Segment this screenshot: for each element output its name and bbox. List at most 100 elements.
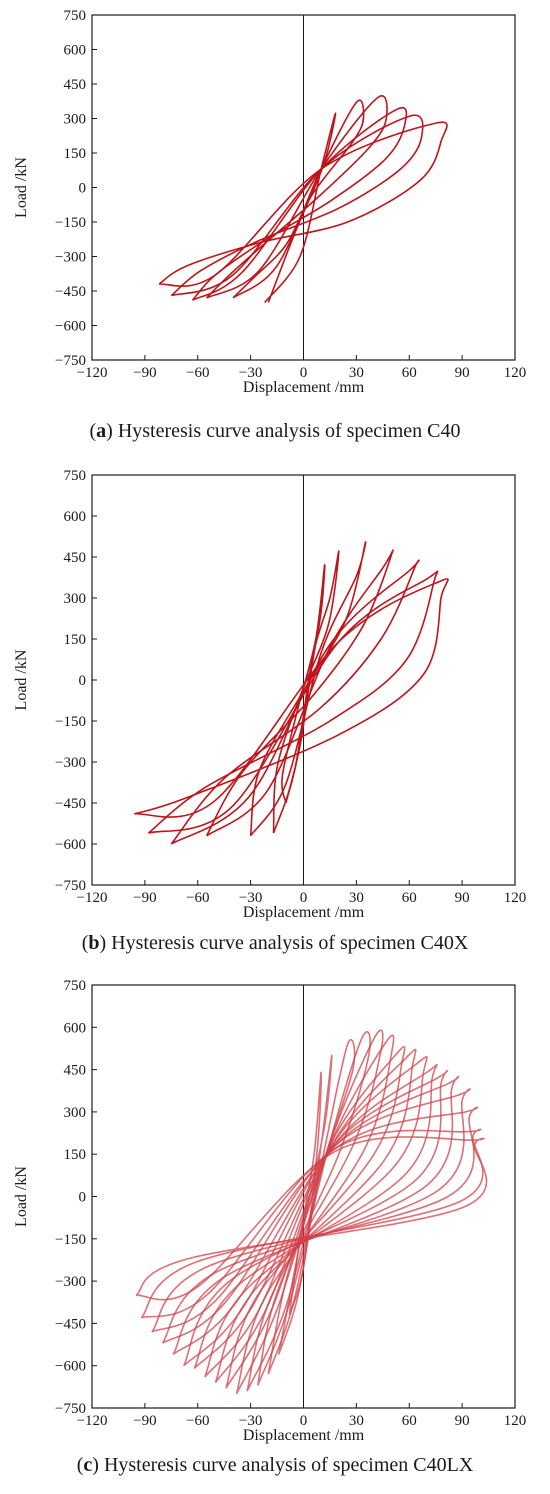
y-tick-label: 0 [79, 181, 87, 197]
caption-text: Hysteresis curve analysis of specimen C4… [112, 420, 461, 442]
caption-a: (a) Hysteresis curve analysis of specime… [89, 420, 461, 442]
caption-c: (c) Hysteresis curve analysis of specime… [76, 1454, 474, 1476]
x-tick-label: −120 [77, 1413, 108, 1429]
caption-text: Hysteresis curve analysis of specimen C4… [98, 1454, 474, 1476]
hysteresis-loop-7 [225, 1045, 406, 1389]
hysteresis-loop-6 [235, 1034, 395, 1395]
x-tick-label: 90 [455, 365, 470, 381]
hysteresis-chart-c40x: −120 −90 −60 −30 0 30 60 90 1207506004503001500−… [13, 468, 527, 921]
x-tick-label: −90 [133, 1413, 156, 1429]
y-tick-label: −300 [55, 250, 86, 266]
y-tick-label: 750 [64, 468, 87, 484]
x-axis-title: Displacement /mm [243, 379, 365, 396]
hysteresis-chart-c40lx: −120 −90 −60 −30 0 30 60 90 1207506004503001500−… [13, 978, 527, 1444]
x-tick-label: −90 [133, 890, 156, 906]
hysteresis-loop-12 [172, 1075, 460, 1356]
y-axis-title: Load /kN [13, 157, 30, 218]
y-tick-label: −750 [55, 1401, 86, 1417]
y-tick-label: 300 [64, 1105, 87, 1121]
x-tick-label: 60 [402, 365, 417, 381]
y-tick-label: −450 [55, 1316, 86, 1332]
hysteresis-loop-2 [232, 99, 365, 299]
y-tick-label: 600 [64, 1020, 87, 1036]
y-tick-label: 450 [64, 77, 87, 93]
y-tick-label: 0 [79, 673, 87, 689]
x-tick-label: 30 [349, 365, 364, 381]
y-tick-label: 150 [64, 632, 87, 648]
y-tick-label: −450 [55, 284, 86, 300]
x-tick-label: 0 [300, 1413, 308, 1429]
caption-letter: c [83, 1454, 93, 1476]
y-tick-label: 750 [64, 978, 87, 994]
hysteresis-loop-4 [191, 106, 408, 301]
chart-panel-a: −120 −90 −60 −30 0 30 60 90 120 750 600 450 300 150 0−… [0, 0, 550, 460]
y-tick-label: 600 [64, 509, 87, 525]
hysteresis-loop-5 [170, 559, 420, 845]
y-axis-title: Load /kN [13, 1166, 30, 1227]
x-axis-title: Displacement /mm [243, 904, 365, 921]
x-tick-label: 30 [349, 1413, 364, 1429]
caption-letter: b [88, 932, 100, 954]
x-tick-label: −30 [239, 1413, 262, 1429]
y-tick-label: −600 [55, 319, 86, 335]
caption-b: (b) Hysteresis curve analysis of specime… [81, 932, 469, 954]
x-tick-label: −30 [239, 890, 262, 906]
hysteresis-loop-5 [170, 114, 424, 297]
x-tick-label: −60 [186, 890, 209, 906]
y-tick-label: −750 [55, 353, 86, 369]
x-tick-label: 30 [349, 890, 364, 906]
hysteresis-loop-10 [193, 1063, 438, 1370]
hysteresis-loop-1 [264, 112, 337, 303]
x-tick-label: 90 [455, 890, 470, 906]
hysteresis-chart-c40: −120 −90 −60 −30 0 30 60 90 1207506004503001500−… [13, 8, 527, 396]
x-tick-label: 90 [455, 1413, 470, 1429]
hysteresis-loop-6 [147, 570, 439, 834]
hysteresis-loop-4 [205, 549, 394, 837]
hysteresis-loop-7 [134, 578, 449, 818]
y-tick-label: 750 [64, 8, 87, 24]
x-tick-label: 120 [504, 365, 527, 381]
y-tick-label: 450 [64, 550, 87, 566]
x-tick-label: 0 [300, 890, 308, 906]
x-tick-label: 120 [504, 1413, 527, 1429]
y-tick-label: 0 [79, 1190, 87, 1206]
y-axis-title: Load /kN [13, 649, 30, 710]
y-tick-label: −600 [55, 837, 86, 853]
y-tick-label: −150 [55, 714, 86, 730]
y-tick-label: 600 [64, 43, 87, 59]
hysteresis-loop-6 [158, 121, 448, 287]
y-tick-label: −750 [55, 878, 86, 894]
x-tick-label: −30 [239, 365, 262, 381]
y-tick-label: −300 [55, 755, 86, 771]
hysteresis-loop-16 [135, 1136, 488, 1301]
y-tick-label: 300 [64, 591, 87, 607]
y-tick-label: 450 [64, 1063, 87, 1079]
y-tick-label: −300 [55, 1274, 86, 1290]
x-axis-title: Displacement /mm [243, 1427, 365, 1444]
hysteresis-loop-9 [204, 1055, 428, 1378]
y-tick-label: 150 [64, 1147, 87, 1163]
chart-panel-b: −120 −90 −60 −30 0 30 60 90 120 750 600 450 300 150 0−… [0, 460, 550, 970]
x-tick-label: 60 [402, 1413, 417, 1429]
x-tick-label: −60 [186, 1413, 209, 1429]
y-tick-label: 150 [64, 146, 87, 162]
hysteresis-loop-3 [267, 1038, 356, 1375]
x-tick-label: −60 [186, 365, 209, 381]
hysteresis-loop-11 [182, 1069, 449, 1367]
caption-letter: a [96, 420, 107, 442]
x-tick-label: −120 [77, 365, 108, 381]
y-tick-label: −450 [55, 796, 86, 812]
x-tick-label: 0 [300, 365, 308, 381]
x-tick-label: 120 [504, 890, 527, 906]
y-tick-label: −150 [55, 1232, 86, 1248]
y-tick-label: −150 [55, 215, 86, 231]
hysteresis-loop-13 [161, 1088, 471, 1344]
hysteresis-loop-14 [151, 1106, 479, 1333]
x-tick-label: −90 [133, 365, 156, 381]
caption-text: Hysteresis curve analysis of specimen C4… [106, 932, 469, 954]
x-tick-label: −120 [77, 890, 108, 906]
chart-panel-c: −120 −90 −60 −30 0 30 60 90 120 750 600 450 300 150 0−… [0, 970, 550, 1494]
x-tick-label: 60 [402, 890, 417, 906]
y-tick-label: 300 [64, 112, 87, 128]
y-tick-label: −600 [55, 1359, 86, 1375]
